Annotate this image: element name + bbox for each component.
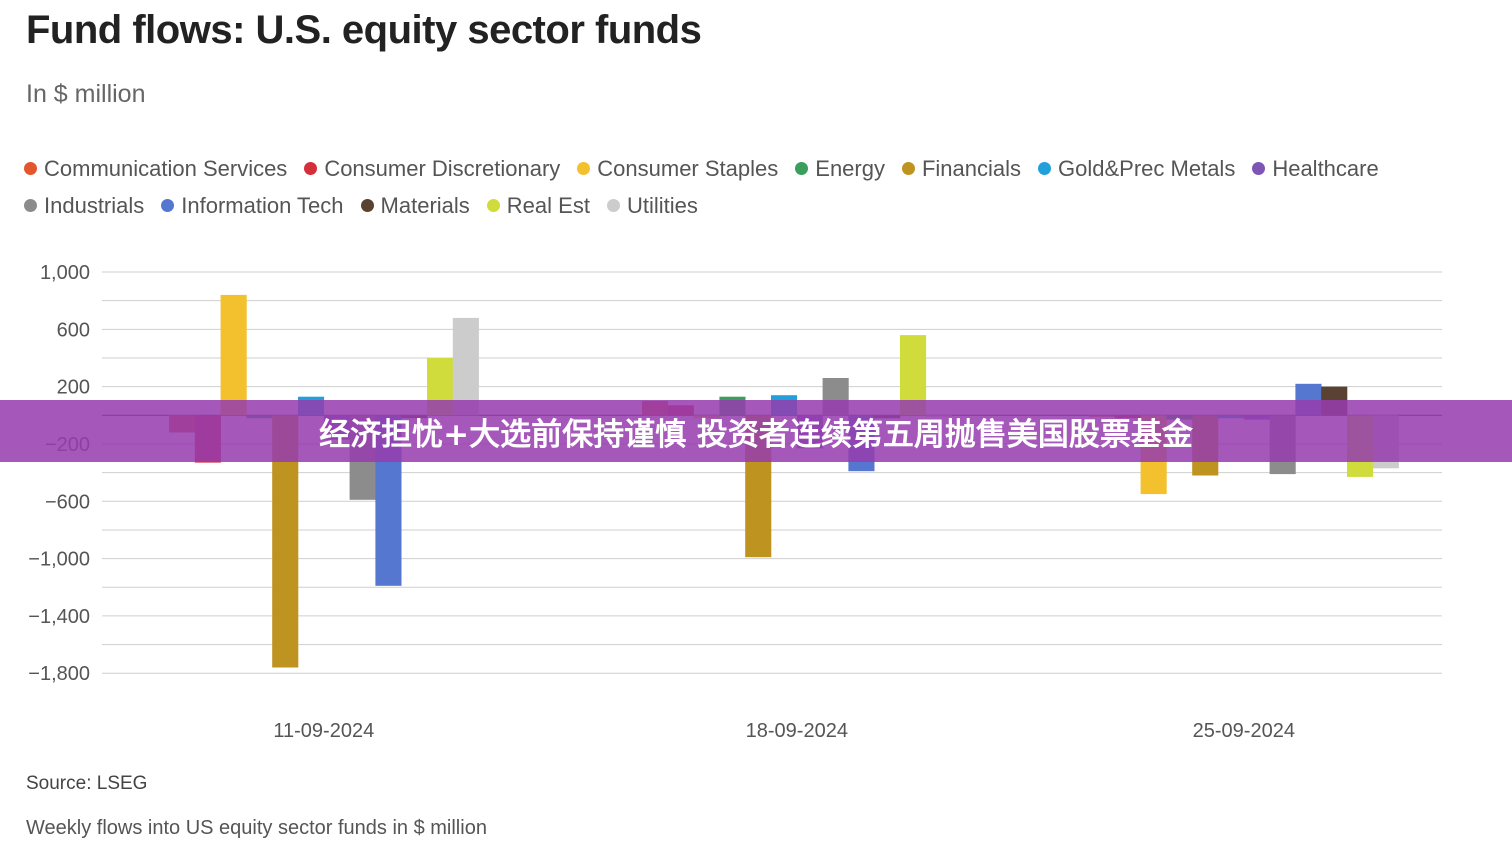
- legend-item: Gold&Prec Metals: [1038, 156, 1235, 182]
- y-tick-label: 200: [57, 377, 90, 399]
- legend-swatch: [1252, 162, 1266, 175]
- legend-label: Utilities: [626, 192, 698, 218]
- legend-swatch: [24, 162, 37, 175]
- chart-legend: Communication Services Consumer Discretio…: [24, 150, 1464, 224]
- legend-label: Healthcare: [1272, 155, 1379, 181]
- legend-label: Communication Services: [44, 155, 288, 181]
- bar: [220, 294, 247, 416]
- legend-swatch: [1038, 162, 1052, 175]
- headline-banner: 经济担忧+大选前保持谨慎 投资者连续第五周抛售美国股票基金: [0, 400, 1512, 462]
- legend-item: Healthcare: [1252, 155, 1379, 182]
- y-tick-label: −1,800: [28, 663, 90, 685]
- legend-label: Financials: [921, 155, 1022, 181]
- x-tick-label: 11-09-2024: [273, 720, 374, 742]
- legend-label: Information Tech: [181, 192, 344, 218]
- legend-item: Real Est: [486, 192, 590, 219]
- legend-swatch: [24, 199, 37, 212]
- legend-label: Consumer Staples: [597, 155, 779, 181]
- legend-item: Consumer Staples: [577, 156, 778, 182]
- banner-headline: 经济担忧+大选前保持谨慎 投资者连续第五周抛售美国股票基金: [319, 416, 1193, 453]
- legend-row: Industrials Information Tech Materials Real…: [24, 187, 1464, 224]
- chart-subtitle: In $ million: [26, 80, 146, 108]
- source-note: Source: LSEG: [26, 773, 148, 794]
- legend-item: Consumer Discretionary: [304, 156, 560, 182]
- legend-item: Industrials: [24, 193, 144, 219]
- legend-label: Gold&Prec Metals: [1058, 155, 1236, 181]
- y-tick-label: 600: [57, 319, 90, 341]
- legend-label: Materials: [380, 192, 470, 218]
- legend-swatch: [795, 162, 809, 175]
- legend-label: Consumer Discretionary: [324, 155, 561, 181]
- legend-item: Financials: [901, 155, 1022, 182]
- y-tick-label: −1,400: [28, 606, 90, 628]
- legend-label: Industrials: [44, 192, 145, 218]
- legend-swatch: [161, 199, 175, 212]
- chart-footnote: Weekly flows into US equity sector funds…: [26, 817, 487, 839]
- chart-title: Fund flows: U.S. equity sector funds: [26, 8, 702, 52]
- legend-swatch: [577, 162, 591, 175]
- x-tick-label: 18-09-2024: [746, 720, 848, 742]
- legend-swatch: [901, 162, 915, 175]
- legend-label: Real Est: [506, 192, 590, 218]
- x-axis-ticks: 11-09-2024 18-09-2024 25-09-2024: [273, 720, 1295, 742]
- gridlines: [102, 271, 1442, 674]
- legend-item: Materials: [360, 192, 470, 219]
- legend-item: Communication Services: [24, 156, 287, 182]
- y-tick-label: 1,000: [40, 262, 90, 284]
- legend-item: Energy: [795, 156, 885, 182]
- bar: [452, 317, 479, 416]
- bars: [169, 294, 1399, 668]
- legend-swatch: [606, 199, 620, 212]
- x-tick-label: 25-09-2024: [1193, 720, 1295, 742]
- legend-swatch: [304, 162, 318, 175]
- legend-item: Information Tech: [161, 192, 344, 219]
- legend-swatch: [486, 199, 500, 212]
- legend-swatch: [360, 199, 374, 212]
- y-tick-label: −1,000: [28, 549, 90, 571]
- legend-label: Energy: [815, 155, 885, 181]
- legend-item: Utilities: [606, 192, 698, 219]
- y-tick-label: −600: [45, 491, 90, 513]
- legend-row: Communication Services Consumer Discretio…: [24, 150, 1464, 187]
